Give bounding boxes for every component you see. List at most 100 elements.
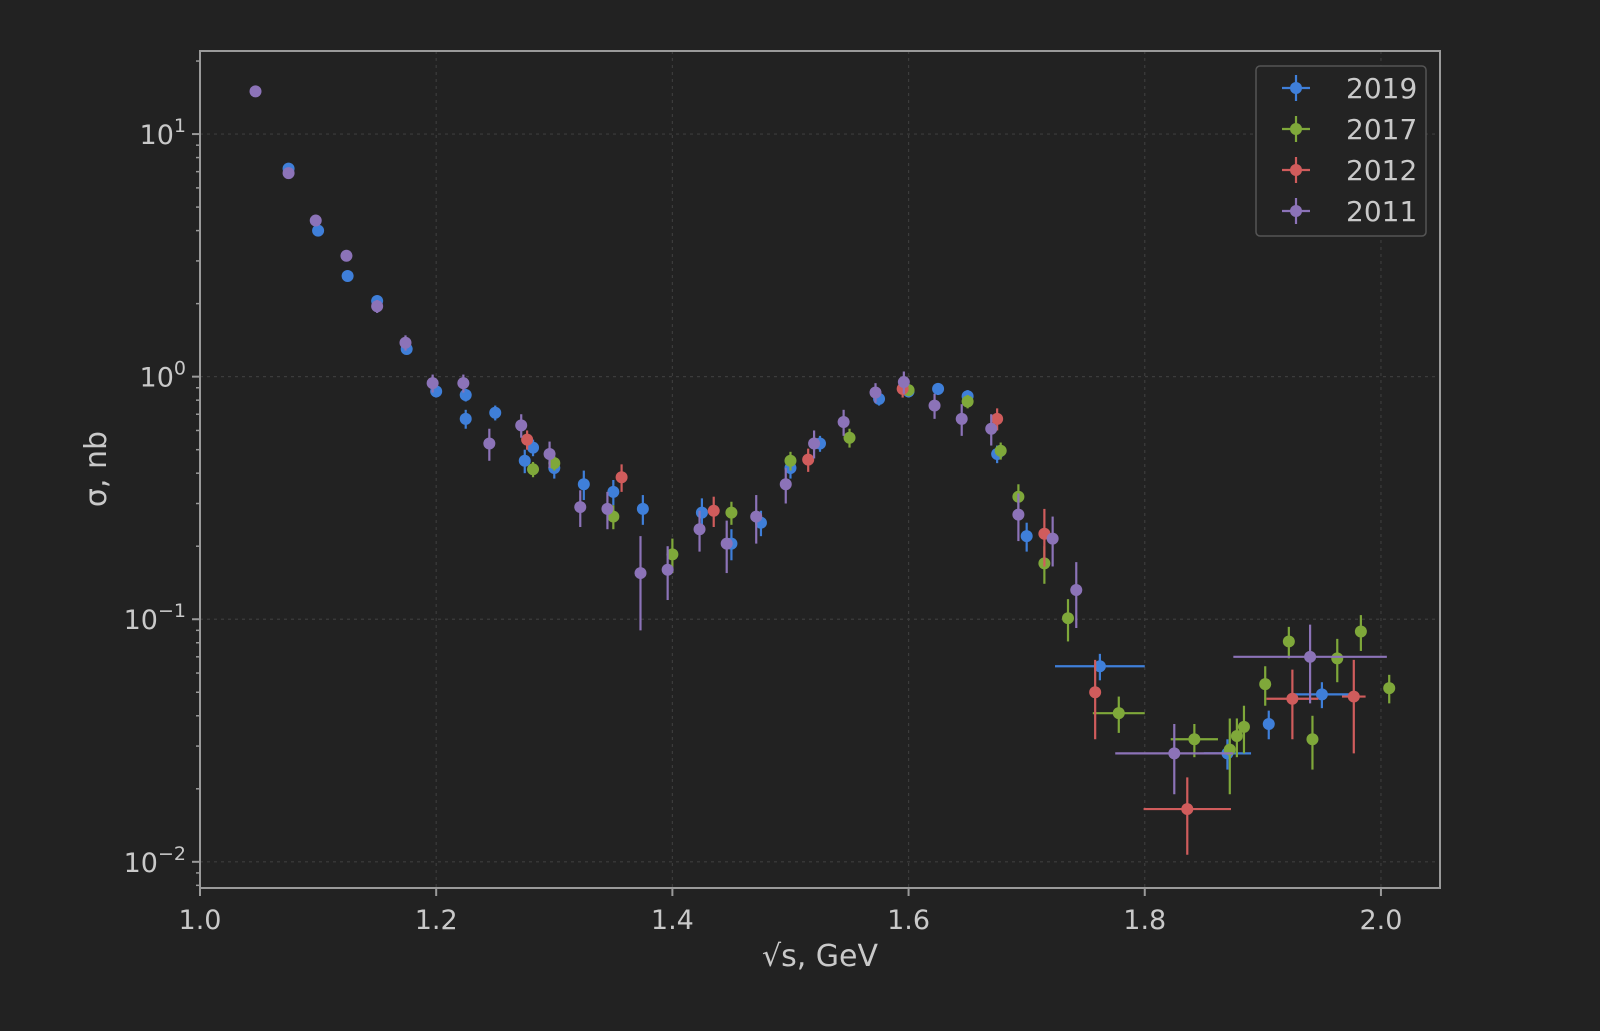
data-point (843, 428, 856, 448)
data-point (837, 409, 850, 436)
data-point (991, 408, 1004, 431)
data-point (607, 479, 620, 506)
data-point (1306, 715, 1319, 770)
x-tick-label: 1.2 (415, 905, 458, 936)
point-marker (1331, 652, 1344, 665)
point-marker (693, 523, 706, 536)
data-point (489, 405, 502, 421)
data-point (1237, 705, 1250, 754)
data-point (720, 520, 733, 574)
point-marker (515, 419, 528, 432)
point-marker (808, 437, 821, 450)
legend: 2019 2017 2012 2011 (1255, 65, 1427, 237)
point-marker (636, 502, 649, 515)
point-marker (707, 504, 720, 517)
legend-marker-dot (1290, 82, 1302, 94)
data-point (527, 461, 540, 478)
data-point (1259, 666, 1272, 706)
data-point (1341, 659, 1366, 754)
point-marker (961, 395, 974, 408)
point-marker (527, 463, 540, 476)
series-2019 (282, 162, 1352, 770)
data-point (1262, 710, 1275, 740)
data-point (426, 374, 439, 393)
data-point (282, 167, 295, 180)
data-point (1020, 522, 1033, 552)
point-marker (1383, 682, 1396, 695)
data-point (1282, 626, 1295, 659)
x-tick-label: 1.8 (1123, 905, 1166, 936)
point-marker (802, 453, 815, 466)
point-marker (574, 501, 587, 514)
point-marker (1181, 803, 1194, 816)
series-2012 (521, 380, 1366, 855)
data-point (707, 496, 720, 528)
data-point (636, 495, 649, 525)
point-marker (869, 386, 882, 399)
point-marker (843, 431, 856, 444)
x-tick-label: 1.4 (651, 905, 694, 936)
data-point (1092, 696, 1145, 733)
point-marker (784, 454, 797, 467)
point-marker (1020, 530, 1033, 543)
point-marker (1306, 733, 1319, 746)
point-marker (1070, 583, 1083, 596)
x-tick-label: 2.0 (1359, 905, 1402, 936)
point-marker (521, 433, 534, 446)
point-marker (897, 376, 910, 389)
point-marker (720, 537, 733, 550)
data-layer (249, 85, 1396, 855)
legend-marker-dot (1290, 164, 1302, 176)
data-point (1383, 674, 1396, 704)
point-marker (991, 412, 1004, 425)
data-point (577, 470, 590, 501)
data-point (459, 409, 472, 429)
point-marker (1282, 635, 1295, 648)
data-point (1070, 562, 1083, 629)
point-marker (695, 506, 708, 519)
legend-label: 2019 (1346, 72, 1417, 105)
point-marker (1262, 717, 1275, 730)
data-point (869, 383, 882, 403)
point-marker (483, 437, 496, 450)
data-point (341, 269, 354, 282)
legend-label: 2017 (1346, 113, 1417, 146)
data-point (1233, 624, 1387, 704)
point-marker (634, 567, 647, 580)
y-tick-label: 100 (140, 358, 186, 394)
point-marker (340, 249, 353, 262)
data-point (483, 428, 496, 461)
y-tick-label: 10−1 (124, 600, 186, 636)
data-point (928, 393, 941, 419)
point-marker (1286, 692, 1299, 705)
data-point (634, 536, 647, 631)
data-point (1292, 682, 1352, 709)
point-marker (607, 485, 620, 498)
point-marker (577, 478, 590, 491)
point-marker (985, 422, 998, 435)
legend-label: 2011 (1346, 195, 1417, 228)
data-point (1055, 653, 1145, 681)
legend-marker-dot (1290, 123, 1302, 135)
point-marker (666, 548, 679, 561)
point-marker (457, 377, 470, 390)
data-point (955, 404, 968, 436)
data-point (779, 468, 792, 504)
point-marker (282, 167, 295, 180)
legend-box (1255, 65, 1427, 237)
data-point (725, 501, 738, 525)
point-marker (1347, 690, 1360, 703)
point-marker (1046, 532, 1059, 545)
point-marker (341, 269, 354, 282)
point-marker (779, 478, 792, 491)
point-marker (1012, 508, 1025, 521)
point-marker (426, 377, 439, 390)
data-point (802, 448, 815, 472)
point-marker (1259, 678, 1272, 691)
data-point (1230, 718, 1243, 758)
point-marker (615, 471, 628, 484)
data-point (371, 300, 384, 313)
point-marker (1188, 733, 1201, 746)
data-point (985, 414, 998, 446)
